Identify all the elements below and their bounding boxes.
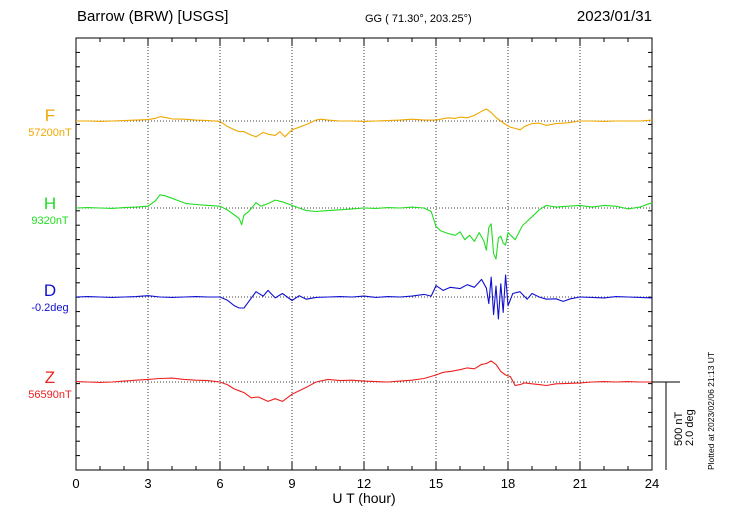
series-baseline-f: 57200nT xyxy=(28,127,72,139)
scale-deg-label: 2.0 deg xyxy=(684,409,696,446)
x-tick-label-21: 21 xyxy=(573,476,587,491)
series-line-z xyxy=(75,360,652,402)
x-tick-label-0: 0 xyxy=(72,476,79,491)
series-baseline-d: -0.2deg xyxy=(31,302,69,314)
series-name-z: Z xyxy=(44,368,56,387)
x-tick-label-6: 6 xyxy=(216,476,223,491)
trace-label-z: Z 56590nT xyxy=(20,368,80,401)
x-tick-label-24: 24 xyxy=(645,476,659,491)
x-tick-label-9: 9 xyxy=(288,476,295,491)
plotted-timestamp: Plotted at 2023/02/06 21:13 UT xyxy=(706,351,716,470)
series-name-f: F xyxy=(44,106,56,125)
x-tick-label-12: 12 xyxy=(357,476,371,491)
x-tick-label-18: 18 xyxy=(501,476,515,491)
trace-label-d: D -0.2deg xyxy=(20,281,80,314)
trace-label-h: H 9320nT xyxy=(20,194,80,227)
station-title: Barrow (BRW) [USGS] xyxy=(77,8,229,25)
series-name-h: H xyxy=(43,194,57,213)
trace-label-f: F 57200nT xyxy=(20,106,80,139)
series-traces xyxy=(75,108,653,402)
x-tick-label-3: 3 xyxy=(144,476,151,491)
scale-bar xyxy=(652,381,680,470)
x-tick-label-15: 15 xyxy=(429,476,443,491)
geographic-coordinates: GG ( 71.30°, 203.25°) xyxy=(365,13,472,25)
axis-ticks xyxy=(75,38,653,471)
series-baseline-h: 9320nT xyxy=(31,215,69,227)
grid-lines xyxy=(147,38,581,470)
plot-date: 2023/01/31 xyxy=(576,8,652,25)
series-name-d: D xyxy=(43,281,57,300)
series-line-h xyxy=(75,194,653,260)
series-line-f xyxy=(76,108,653,138)
x-axis-label: U T (hour) xyxy=(332,490,395,506)
x-tick-labels: 0 3 6 9 12 15 18 21 24 xyxy=(72,476,659,491)
series-baseline-z: 56590nT xyxy=(28,389,72,401)
series-line-d xyxy=(75,274,653,320)
